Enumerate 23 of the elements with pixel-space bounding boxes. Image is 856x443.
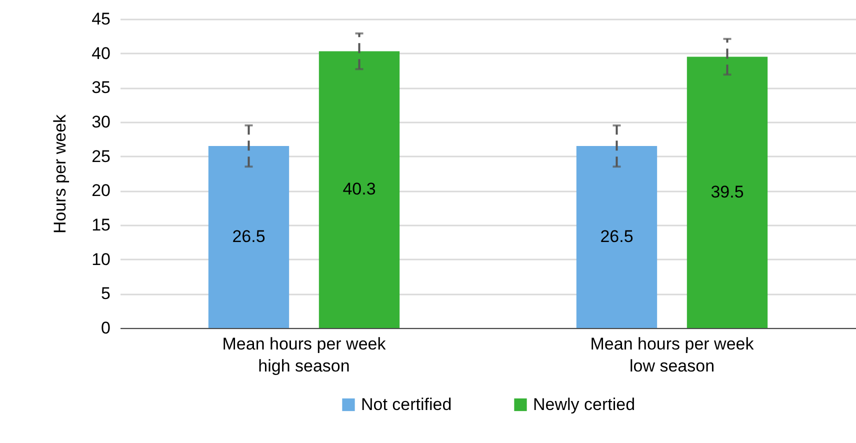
y-tick-label: 25 [92, 146, 110, 166]
y-axis-title: Hours per week [50, 114, 70, 234]
y-tick-label: 0 [101, 318, 110, 338]
x-tick-label: Mean hours per week low season [590, 334, 754, 376]
data-label: 26.5 [600, 227, 634, 246]
legend-label: Not certified [361, 394, 452, 414]
bar [686, 56, 768, 328]
y-tick-label: 10 [92, 250, 110, 269]
data-label: 26.5 [232, 227, 266, 246]
bar [208, 146, 290, 328]
bar [576, 146, 658, 328]
legend-label: Newly certied [533, 394, 636, 414]
y-tick-label: 15 [92, 216, 110, 234]
data-label: 40.3 [342, 180, 376, 199]
y-tick-label: 35 [92, 78, 110, 98]
data-label: 39.5 [710, 182, 744, 202]
y-tick-label: 45 [92, 10, 110, 28]
y-tick-label: 5 [101, 284, 110, 304]
y-tick-label: 20 [92, 181, 110, 200]
x-tick-label: Mean hours per week high season [222, 334, 386, 376]
bar [318, 51, 400, 328]
y-tick-label: 40 [92, 44, 110, 63]
y-tick-label: 30 [92, 112, 110, 132]
